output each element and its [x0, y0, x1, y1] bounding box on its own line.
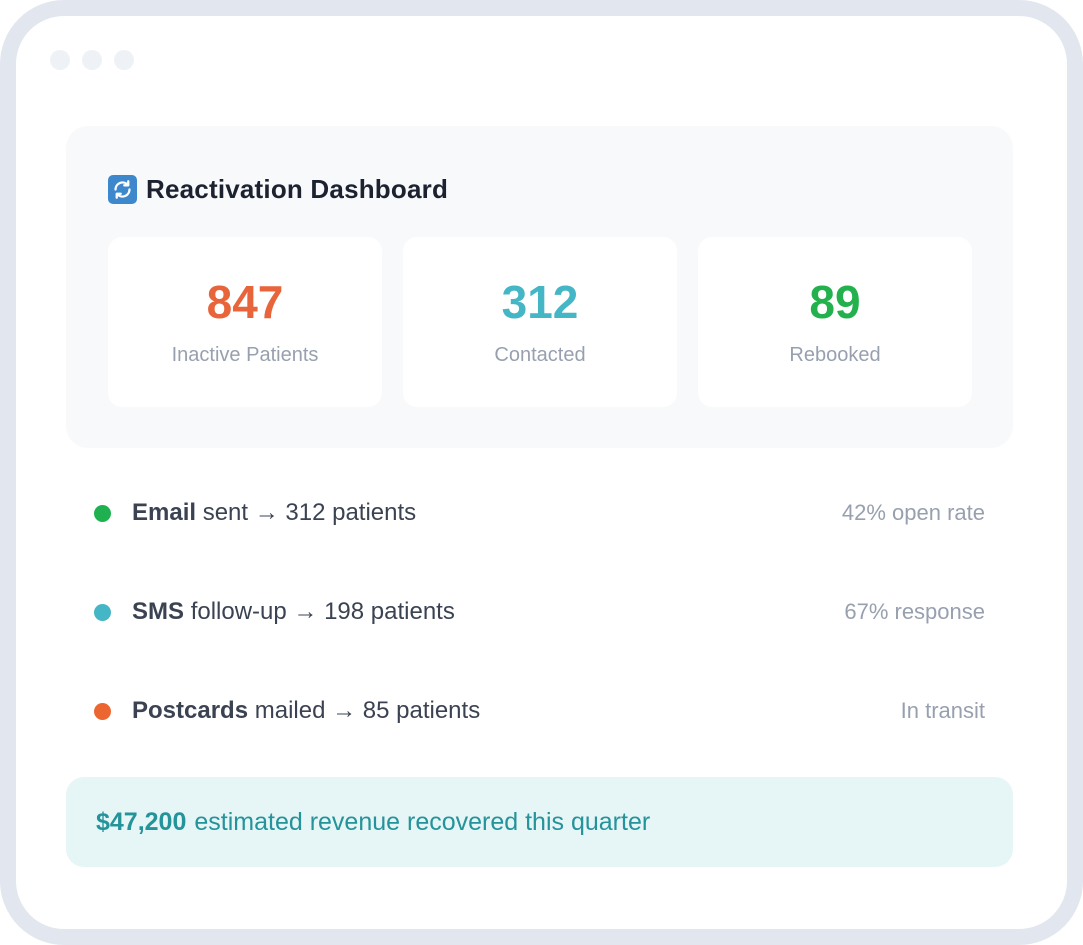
stat-card-inactive[interactable]: 847 Inactive Patients: [108, 237, 382, 407]
stat-value-contacted: 312: [501, 276, 579, 328]
activity-metric-email: 42% open rate: [841, 500, 985, 525]
activity-text-email: Email sent → 312 patients: [132, 499, 416, 527]
status-dot-email: [94, 504, 111, 522]
dashboard-header: Reactivation Dashboard: [108, 174, 448, 205]
activity-text-sms: SMS follow-up → 198 patients: [132, 598, 455, 626]
stat-card-rebooked[interactable]: 89 Rebooked: [698, 237, 972, 407]
activity-action-sms: follow-up → 198 patients: [190, 598, 455, 625]
window-dot-1[interactable]: [50, 50, 70, 70]
activity-row-postcards[interactable]: Postcards mailed → 85 patients In transi…: [94, 691, 985, 731]
activity-action-postcards: mailed → 85 patients: [254, 697, 481, 724]
dashboard-title: Reactivation Dashboard: [146, 174, 449, 204]
activity-metric-sms: 67% response: [844, 599, 985, 624]
stat-label-rebooked: Rebooked: [789, 344, 881, 366]
activity-row-sms[interactable]: SMS follow-up → 198 patients 67% respons…: [94, 592, 985, 632]
stat-label-contacted: Contacted: [494, 344, 586, 366]
window-dot-3[interactable]: [114, 50, 134, 70]
stats-row: 847 Inactive Patients 312 Contacted 89 R…: [108, 237, 972, 407]
status-dot-sms: [94, 603, 111, 621]
stat-label-inactive: Inactive Patients: [171, 344, 319, 366]
activity-channel-email: Email: [132, 499, 197, 526]
window-controls: [50, 50, 134, 70]
activity-row-email[interactable]: Email sent → 312 patients 42% open rate: [94, 493, 985, 533]
dashboard-panel: Reactivation Dashboard 847 Inactive Pati…: [66, 126, 1013, 448]
stat-value-rebooked: 89: [809, 276, 861, 328]
revenue-amount: $47,200: [96, 807, 187, 836]
activity-text-postcards: Postcards mailed → 85 patients: [132, 697, 480, 725]
activity-channel-postcards: Postcards: [132, 697, 249, 724]
stat-card-contacted[interactable]: 312 Contacted: [403, 237, 677, 407]
refresh-icon: [108, 175, 137, 204]
activity-metric-postcards: In transit: [900, 698, 985, 723]
stat-value-inactive: 847: [206, 276, 284, 328]
status-dot-postcards: [94, 702, 111, 720]
revenue-summary-banner: $47,200 estimated revenue recovered this…: [66, 777, 1013, 867]
revenue-text: estimated revenue recovered this quarter: [194, 807, 651, 836]
activity-channel-sms: SMS: [132, 598, 185, 625]
window-dot-2[interactable]: [82, 50, 102, 70]
activity-action-email: sent → 312 patients: [202, 499, 417, 526]
